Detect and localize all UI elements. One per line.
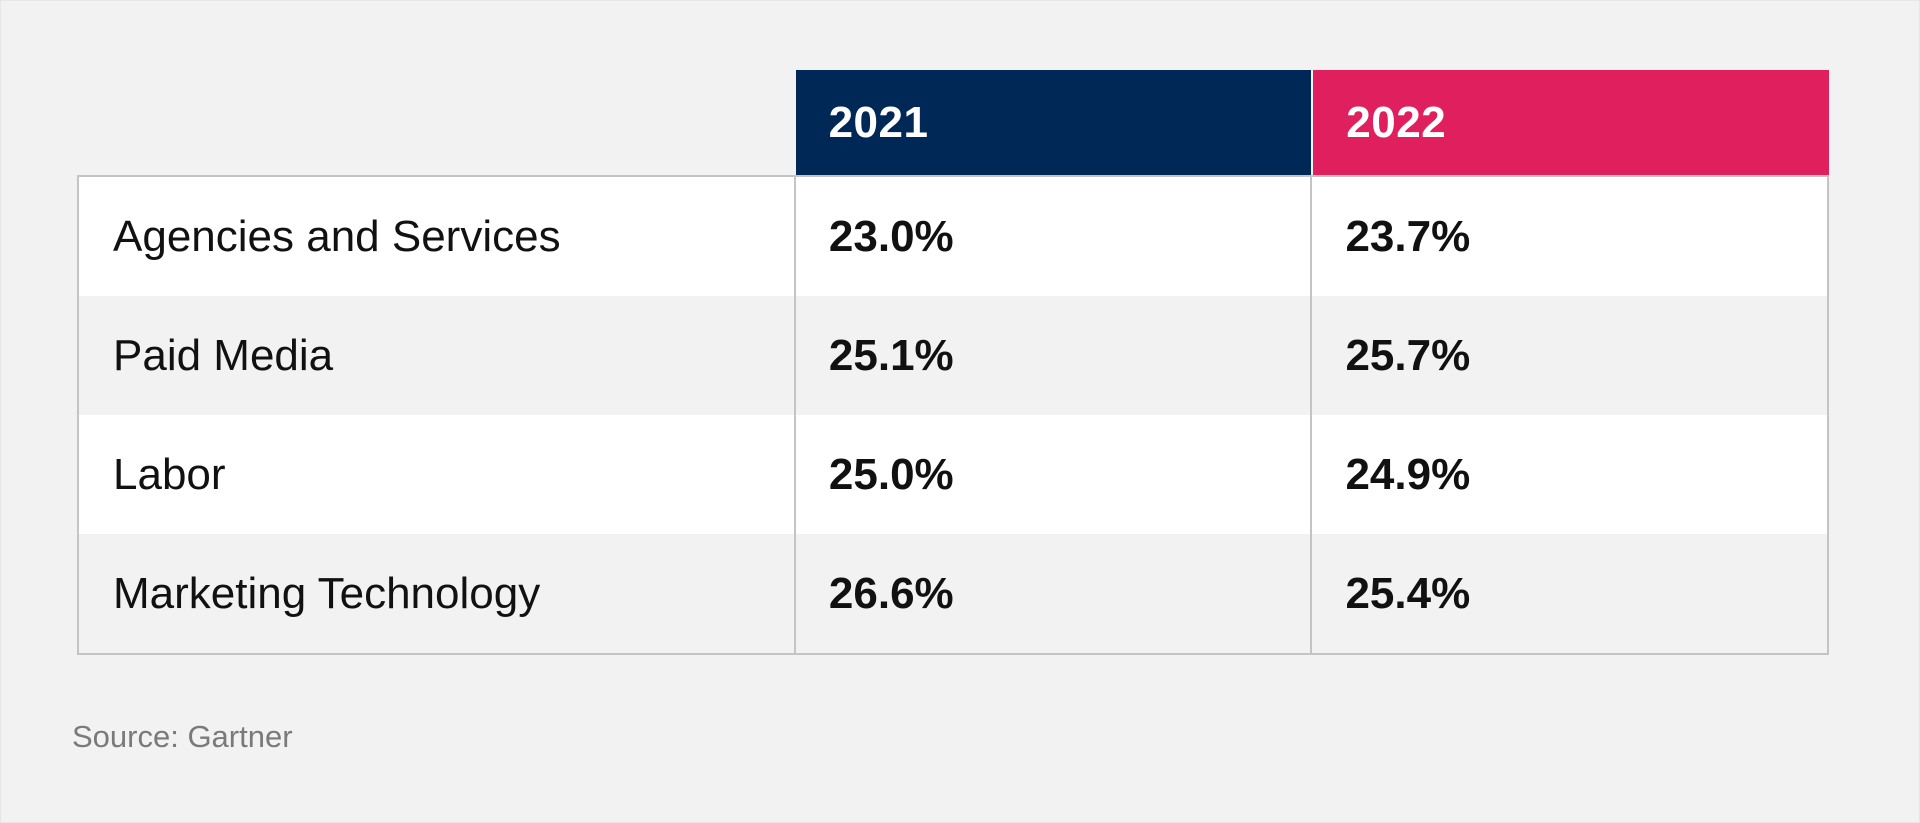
- value-cell: 24.9%: [1310, 415, 1827, 534]
- header-blank-cell: [77, 70, 794, 175]
- value-cell: 25.7%: [1310, 296, 1827, 415]
- data-table: 2021 2022 Agencies and Services 23.0% 23…: [77, 70, 1830, 655]
- table-row: Paid Media 25.1% 25.7%: [79, 296, 1827, 415]
- value-cell: 23.7%: [1310, 177, 1827, 296]
- value-cell: 25.1%: [793, 296, 1311, 415]
- table-row: Agencies and Services 23.0% 23.7%: [79, 177, 1827, 296]
- table-row: Labor 25.0% 24.9%: [79, 415, 1827, 534]
- value-cell: 25.4%: [1310, 534, 1827, 653]
- row-label: Marketing Technology: [113, 568, 541, 618]
- table-row: Marketing Technology 26.6% 25.4%: [79, 534, 1827, 653]
- row-label: Paid Media: [113, 330, 334, 380]
- table-body: Agencies and Services 23.0% 23.7% Paid M…: [77, 175, 1829, 655]
- row-label: Agencies and Services: [113, 211, 561, 261]
- value-cell: 26.6%: [793, 534, 1311, 653]
- column-header-2021: 2021: [795, 70, 1312, 175]
- value-cell: 25.0%: [793, 415, 1311, 534]
- value-cell: 23.0%: [793, 177, 1311, 296]
- table-header-row: 2021 2022: [77, 70, 1830, 175]
- source-note: Source: Gartner: [72, 719, 293, 754]
- row-label: Labor: [113, 449, 226, 499]
- column-header-2022: 2022: [1313, 70, 1830, 175]
